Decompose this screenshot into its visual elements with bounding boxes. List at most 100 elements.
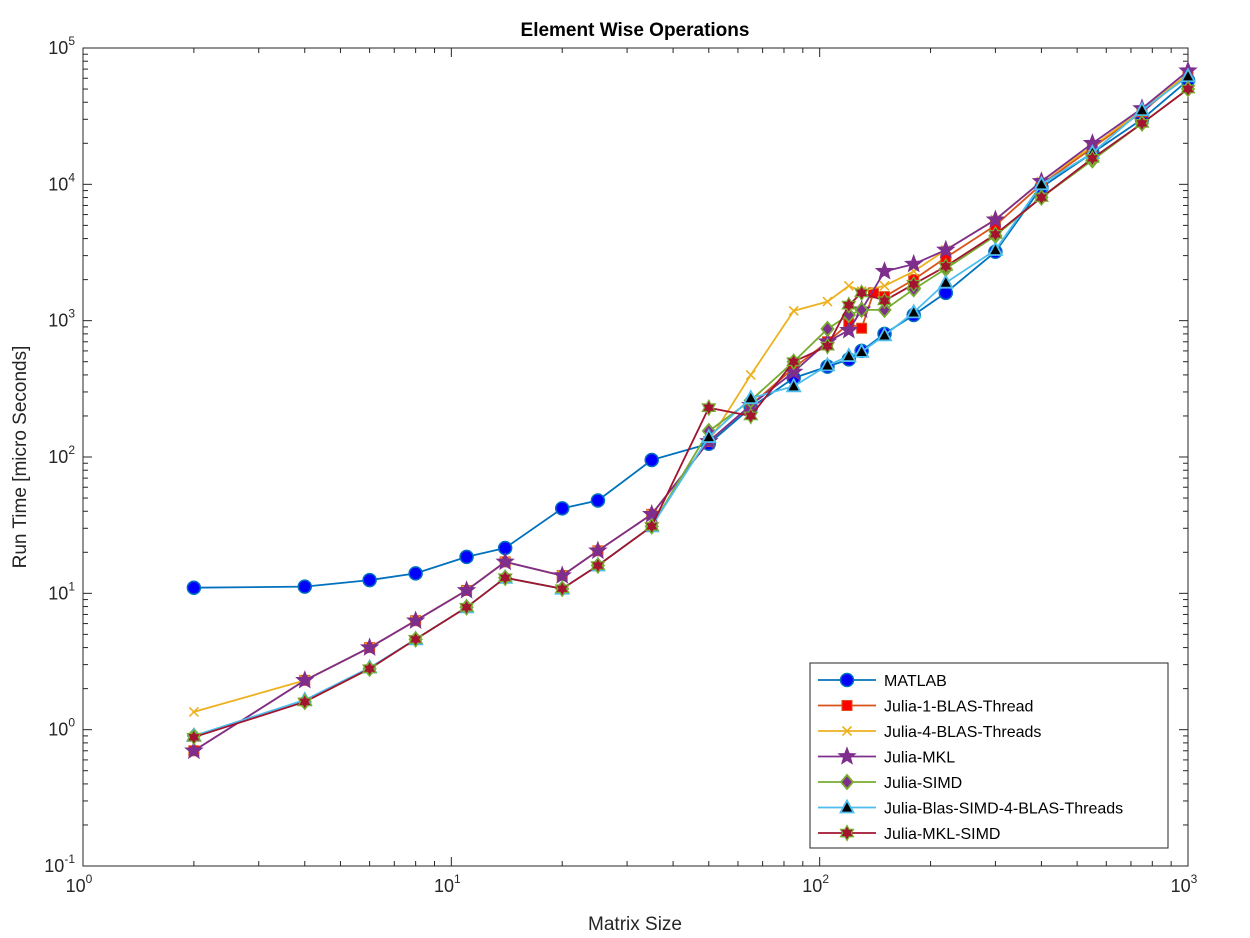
legend: MATLAB Julia-1-BLAS-Thread Julia-4-BLAS-Th… [809,662,1169,849]
data-point [745,369,756,380]
y-tick-label: 105 [48,34,75,58]
data-point [588,540,608,560]
data-point [1134,114,1150,133]
legend-label: Julia-Blas-SIMD-4-BLAS-Threads [884,801,1123,818]
data-point [906,275,922,293]
y-tick-label: 104 [48,170,75,194]
y-tick-exponent: 2 [68,443,75,457]
data-point-stroke [822,296,833,307]
data-point [408,566,423,581]
legend-label: Julia-1-BLAS-Thread [884,699,1033,716]
x-tick-base: 10 [802,876,822,896]
data-point [456,580,477,599]
x-tick-base: 10 [1171,876,1191,896]
y-tick-exponent: 5 [68,34,75,48]
data-point [876,291,893,310]
x-tick-label: 103 [1171,872,1198,896]
data-point [936,239,956,259]
data-point-stroke [843,280,854,291]
x-tick-label: 102 [802,872,829,896]
legend-entry: Julia-MKL-SIMD [818,824,1000,843]
legend-entry: Julia-4-BLAS-Threads [818,724,1041,741]
data-point [590,493,606,508]
y-tick-label: 101 [48,579,75,603]
legend-marker [839,773,855,791]
data-point [297,579,313,594]
y-tick-base: 10 [44,856,64,876]
data-point [408,630,424,649]
data-point [590,556,606,575]
data-point [362,572,377,588]
legend-marker [839,824,855,842]
data-point [819,356,836,372]
data-point [495,551,515,571]
data-point [985,209,1006,228]
legend-marker [837,746,857,765]
legend-entry: Julia-MKL [818,746,955,767]
legend-label: MATLAB [884,673,947,690]
y-axis-label: Run Time [micro Seconds] [10,346,31,569]
x-tick-exponent: 3 [1191,872,1198,886]
y-tick-label: 10-1 [44,852,75,876]
data-point [743,407,759,425]
y-tick-base: 10 [48,583,68,603]
y-tick-exponent: 0 [68,716,75,730]
data-point [186,728,202,746]
data-point [700,428,717,443]
data-point [840,347,857,362]
data-point-stroke [788,305,799,316]
legend-label: Julia-4-BLAS-Threads [884,724,1041,741]
legend-entry: MATLAB [818,672,947,690]
chart-title: Element Wise Operations [521,20,750,41]
x-axis-label: Matrix Size [588,914,682,935]
data-point [552,565,572,584]
data-point [1033,188,1049,207]
data-point [856,322,868,334]
data-point [459,598,475,617]
data-point [903,253,924,273]
data-point [405,610,426,629]
legend-label: Julia-SIMD [884,775,962,792]
x-tick-label: 100 [66,872,93,896]
legend-marker [841,700,853,711]
data-point [854,301,869,319]
legend-marker [838,798,856,814]
data-point [843,280,854,291]
data-point [644,452,659,468]
data-point [786,352,802,371]
data-point [822,296,833,307]
data-point [1180,80,1196,98]
x-tick-exponent: 0 [86,872,93,886]
data-point [876,326,893,342]
data-point [459,549,474,565]
y-tick-base: 10 [48,38,68,58]
y-tick-exponent: 3 [68,307,75,321]
data-point [701,398,717,417]
data-point [359,637,380,656]
data-point [785,377,802,393]
y-tick-label: 103 [48,307,75,331]
legend-entry: Julia-1-BLAS-Thread [818,699,1033,716]
data-point [937,273,954,289]
legend-label: Julia-MKL [884,750,955,767]
legend-marker [839,672,855,688]
y-tick-base: 10 [48,720,68,740]
data-point [874,261,895,280]
data-point [877,301,892,319]
y-tick-label: 102 [48,443,75,467]
data-point [839,320,859,339]
x-tick-label: 101 [434,872,461,896]
data-point [788,305,799,316]
data-point [841,296,857,314]
data-point [1084,149,1100,168]
x-tick-base: 10 [66,876,86,896]
legend-label: Julia-MKL-SIMD [884,826,1000,843]
data-point [742,389,759,405]
series-layer [184,60,1198,760]
legend-marker [841,725,853,737]
data-point [188,706,199,717]
data-point [879,280,890,291]
data-point [938,257,954,276]
